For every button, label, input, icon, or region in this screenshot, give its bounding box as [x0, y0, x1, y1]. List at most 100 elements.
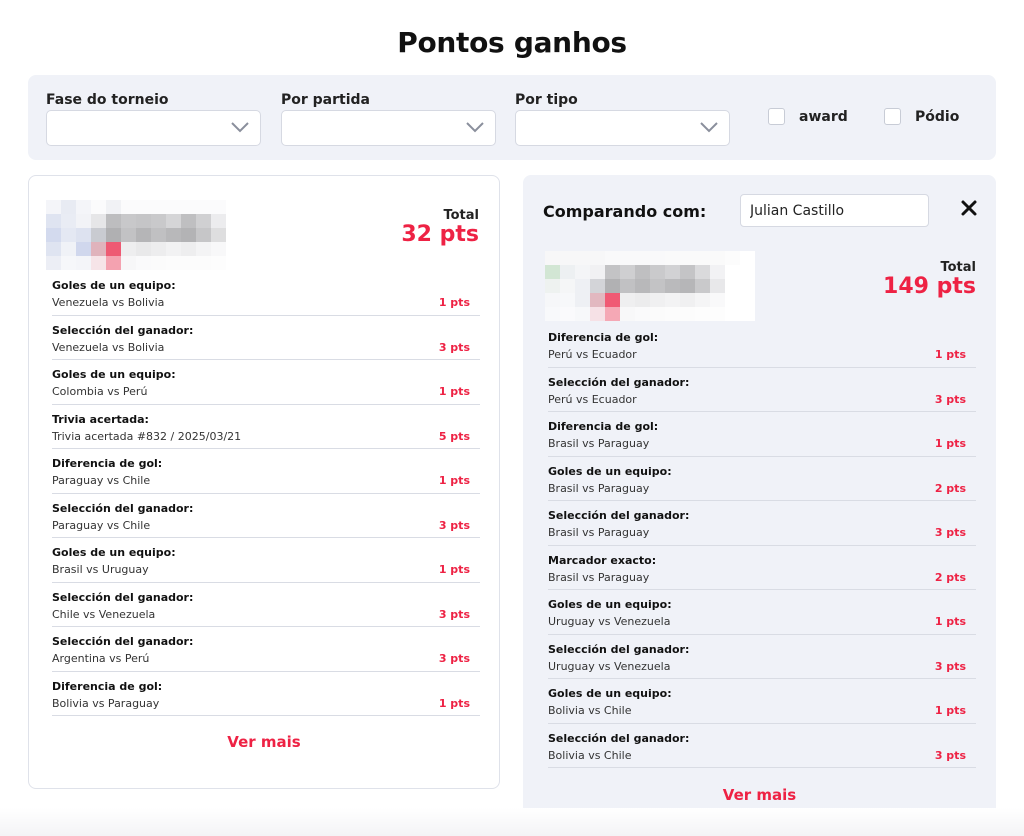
item-type: Diferencia de gol: [548, 331, 659, 344]
list-item: Goles de un equipo: Bolivia vs Chile 1 pts [548, 679, 976, 724]
item-type: Trivia acertada: [52, 412, 149, 426]
item-points: 1 pts [438, 385, 470, 398]
list-item: Diferencia de gol: Paraguay vs Chile 1 pts [52, 449, 480, 494]
chevron-down-icon [466, 122, 484, 133]
item-type: Selección del ganador: [548, 731, 690, 745]
compare-user-input[interactable] [740, 194, 929, 227]
item-points: 2 pts [934, 481, 966, 495]
list-item: Selección del ganador: Chile vs Venezuela… [52, 583, 480, 627]
item-detail: Perú vs Ecuador [548, 348, 637, 361]
award-label: award [799, 108, 848, 125]
list-item: Goles de un equipo: Uruguay vs Venezuela 1… [548, 590, 976, 635]
compare-user-avatar [545, 251, 755, 321]
item-detail: Argentina vs Perú [52, 652, 150, 665]
item-detail: Perú vs Ecuador [548, 392, 637, 406]
item-detail: Bolivia vs Chile [548, 704, 632, 717]
item-points: 3 pts [934, 659, 966, 673]
item-type: Selección del ganador: [548, 509, 690, 522]
item-detail: Brasil vs Uruguay [52, 563, 149, 576]
item-detail: Uruguay vs Venezuela [548, 659, 671, 673]
partida-select[interactable] [281, 110, 496, 146]
item-points: 3 pts [438, 652, 470, 665]
item-points: 1 pts [438, 563, 470, 576]
item-detail: Brasil vs Paraguay [548, 526, 650, 539]
filter-tipo-label: Por tipo [515, 92, 578, 108]
item-points: 5 pts [438, 429, 470, 443]
close-icon[interactable] [960, 199, 978, 217]
ver-mais-button[interactable]: Ver mais [227, 733, 301, 751]
filters-bar: Fase do torneio Por partida Por tipo awa… [28, 75, 996, 160]
item-type: Goles de un equipo: [52, 368, 176, 381]
list-item: Selección del ganador: Venezuela vs Boliv… [52, 316, 480, 360]
list-item: Diferencia de gol: Bolivia vs Paraguay 1 p… [52, 672, 480, 716]
item-type: Selección del ganador: [52, 590, 194, 604]
item-type: Goles de un equipo: [52, 279, 176, 292]
list-item: Selección del ganador: Brasil vs Paraguay… [548, 501, 976, 546]
podio-toggle[interactable]: Pódio [884, 108, 959, 125]
item-points: 3 pts [934, 748, 966, 762]
user-avatar [46, 200, 256, 270]
podio-checkbox[interactable] [884, 108, 901, 125]
filter-fase-label: Fase do torneio [46, 92, 169, 108]
item-points: 3 pts [438, 340, 470, 354]
item-type: Goles de un equipo: [52, 546, 176, 559]
total-points: 32 pts [401, 222, 479, 247]
tipo-select[interactable] [515, 110, 730, 146]
item-points: 3 pts [934, 526, 966, 539]
compare-total: Total 149 pts [883, 260, 976, 298]
item-type: Selección del ganador: [548, 642, 690, 656]
item-type: Goles de un equipo: [548, 598, 672, 611]
item-detail: Brasil vs Paraguay [548, 437, 650, 450]
item-detail: Paraguay vs Chile [52, 474, 151, 487]
item-detail: Bolivia vs Paraguay [52, 696, 160, 710]
filter-partida-label: Por partida [281, 92, 370, 108]
item-points: 3 pts [934, 392, 966, 406]
user-points-card: Total 32 pts Goles de un equipo: Venezuel… [28, 175, 500, 789]
item-type: Diferencia de gol: [548, 420, 659, 433]
item-points: 1 pts [438, 474, 470, 487]
list-item: Marcador exacto: Brasil vs Paraguay 2 pts [548, 546, 976, 590]
item-points: 2 pts [934, 570, 966, 584]
user-total: Total 32 pts [401, 208, 479, 246]
award-toggle[interactable]: award [768, 108, 848, 125]
item-detail: Brasil vs Paraguay [548, 481, 650, 495]
item-detail: Colombia vs Perú [52, 385, 148, 398]
chevron-down-icon [231, 122, 249, 133]
item-points: 1 pts [934, 615, 966, 628]
item-detail: Paraguay vs Chile [52, 518, 151, 532]
compare-points-card: Comparando com: Total 149 pts Diferencia… [523, 175, 996, 836]
item-detail: Brasil vs Paraguay [548, 570, 650, 584]
fase-select[interactable] [46, 110, 261, 146]
list-item: Goles de un equipo: Brasil vs Paraguay 2 p… [548, 457, 976, 501]
item-type: Selección del ganador: [548, 375, 690, 389]
list-item: Selección del ganador: Bolivia vs Chile 3 … [548, 724, 976, 768]
points-list: Goles de un equipo: Venezuela vs Bolivia 1… [52, 271, 480, 716]
item-detail: Venezuela vs Bolivia [52, 340, 165, 354]
chevron-down-icon [700, 122, 718, 133]
list-item: Goles de un equipo: Venezuela vs Bolivia 1… [52, 271, 480, 316]
filter-partida: Por partida [281, 91, 496, 146]
item-points: 3 pts [438, 607, 470, 621]
list-item: Selección del ganador: Paraguay vs Chile 3… [52, 494, 480, 538]
compare-label: Comparando com: [543, 202, 707, 221]
total-points: 149 pts [883, 274, 976, 299]
list-item: Goles de un equipo: Colombia vs Perú 1 pts [52, 360, 480, 405]
total-label: Total [940, 260, 976, 275]
item-type: Selección del ganador: [52, 635, 194, 648]
list-item: Selección del ganador: Uruguay vs Venezue… [548, 635, 976, 679]
item-points: 1 pts [438, 696, 470, 710]
item-points: 1 pts [934, 704, 966, 717]
list-item: Diferencia de gol: Brasil vs Paraguay 1 pt… [548, 412, 976, 457]
award-checkbox[interactable] [768, 108, 785, 125]
item-detail: Venezuela vs Bolivia [52, 296, 165, 309]
ver-mais-button[interactable]: Ver mais [722, 786, 797, 804]
list-item: Selección del ganador: Argentina vs Perú 3… [52, 627, 480, 672]
item-type: Goles de un equipo: [548, 687, 672, 700]
item-type: Goles de un equipo: [548, 464, 672, 478]
item-detail: Uruguay vs Venezuela [548, 615, 671, 628]
total-label: Total [443, 208, 479, 223]
item-detail: Bolivia vs Chile [548, 748, 632, 762]
item-type: Selección del ganador: [52, 323, 194, 337]
item-type: Marcador exacto: [548, 553, 657, 567]
filter-tipo: Por tipo [515, 91, 730, 146]
